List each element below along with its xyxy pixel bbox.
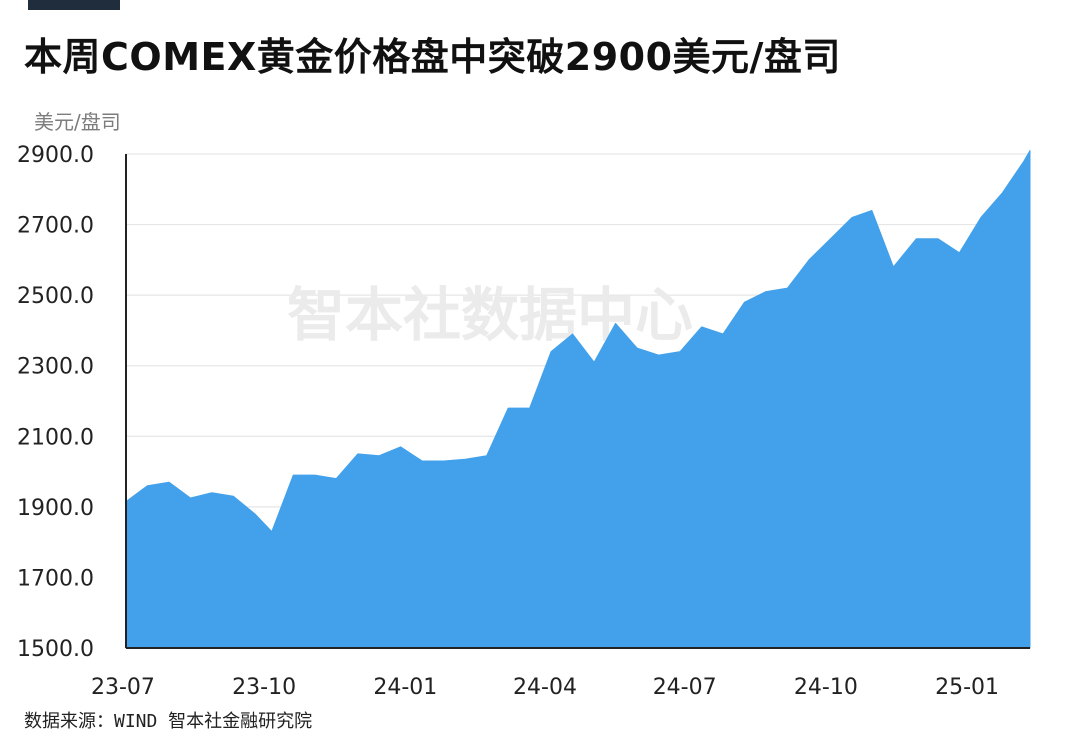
y-tick-label: 1500.0 (17, 637, 94, 662)
x-tick-label: 23-07 (91, 675, 155, 700)
x-tick-label: 23-10 (232, 675, 296, 700)
y-tick-label: 2700.0 (17, 214, 94, 239)
x-tick-label: 24-04 (513, 675, 577, 700)
y-tick-label: 1700.0 (17, 566, 94, 591)
x-tick-labels: 23-07 23-10 24-01 24-04 24-07 24-10 25-01 (91, 675, 999, 700)
y-tick-label: 2300.0 (17, 355, 94, 380)
gold-price-area (125, 150, 1031, 649)
axes (125, 154, 1030, 649)
source-note: 数据来源：WIND 智本社金融研究院 (24, 711, 313, 732)
y-tick-label: 1900.0 (17, 496, 94, 521)
watermark: 智本社数据中心 (287, 281, 693, 349)
header-accent-bar (28, 0, 120, 10)
chart-title: 本周COMEX黄金价格盘中突破2900美元/盘司 (24, 35, 841, 79)
y-tick-label: 2500.0 (17, 284, 94, 309)
x-tick-label: 24-01 (373, 675, 437, 700)
y-tick-label: 2900.0 (17, 143, 94, 168)
gold-price-area-chart: 智本社数据中心 1500.0 1700.0 1900.0 2100.0 2300.0 25… (17, 143, 1031, 700)
series-layer (125, 150, 1031, 649)
x-tick-label: 25-01 (935, 675, 999, 700)
x-tick-label: 24-07 (653, 675, 717, 700)
y-tick-labels: 1500.0 1700.0 1900.0 2100.0 2300.0 2500.0 2700… (17, 143, 94, 662)
y-tick-label: 2100.0 (17, 425, 94, 450)
x-tick-label: 24-10 (794, 675, 858, 700)
y-axis-unit-label: 美元/盘司 (34, 110, 121, 134)
